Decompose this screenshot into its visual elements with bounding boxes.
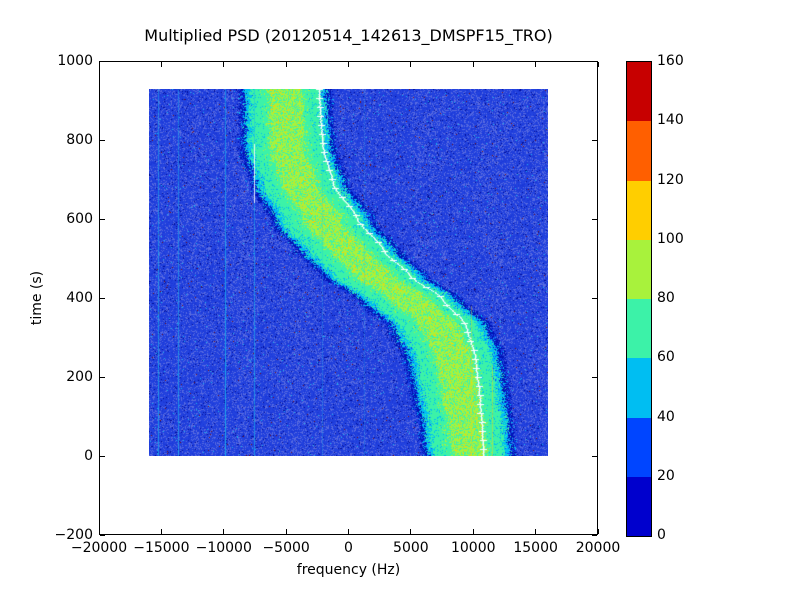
y-tick (100, 60, 105, 62)
colorbar-segment (627, 239, 651, 299)
colorbar-tick-label: 40 (657, 408, 675, 425)
colorbar-segment (627, 121, 651, 181)
x-tick-label: 0 (344, 540, 353, 556)
x-tick-label: −10000 (195, 540, 252, 556)
y-tick (592, 139, 597, 141)
x-tick-label: 10000 (450, 540, 496, 556)
x-tick-label: −5000 (262, 540, 310, 556)
colorbar-tick-label: 60 (657, 349, 675, 366)
chart-title: Multiplied PSD (20120514_142613_DMSPF15_… (144, 26, 553, 45)
x-tick (597, 529, 599, 534)
colorbar-segment (627, 62, 651, 122)
y-tick (592, 297, 597, 299)
x-tick-label: −15000 (133, 540, 190, 556)
colorbar-segment (627, 417, 651, 477)
y-tick (100, 455, 105, 457)
y-tick-label: 600 (66, 211, 93, 227)
y-tick-label: 400 (66, 290, 93, 306)
y-tick (592, 218, 597, 220)
y-tick (592, 376, 597, 378)
x-tick-label: 15000 (513, 540, 558, 556)
x-tick (535, 529, 537, 534)
x-tick (160, 62, 162, 67)
y-tick (100, 139, 105, 141)
x-tick (223, 62, 225, 67)
colorbar-tick-label: 140 (657, 112, 684, 129)
y-axis-label: time (s) (29, 270, 45, 326)
y-tick-label: 800 (66, 132, 93, 148)
y-tick-label: 0 (84, 448, 93, 464)
y-tick (100, 297, 105, 299)
colorbar-tick-label: 20 (657, 467, 675, 484)
x-tick (348, 529, 349, 534)
colorbar-segment (627, 358, 651, 418)
x-tick-label: −20000 (70, 540, 128, 556)
plot-axes-border (99, 61, 598, 535)
y-tick-label: 200 (66, 369, 93, 385)
colorbar (626, 61, 652, 537)
x-tick (98, 529, 100, 534)
y-tick (592, 534, 597, 536)
colorbar-tick-label: 120 (657, 171, 684, 188)
x-tick-label: 5000 (393, 540, 429, 556)
x-tick (348, 62, 349, 67)
colorbar-tick-label: 100 (657, 230, 684, 247)
colorbar-tick-label: 0 (657, 527, 666, 543)
y-tick (592, 455, 597, 457)
y-tick-label: −200 (54, 527, 93, 543)
x-tick (285, 529, 287, 534)
x-tick (597, 62, 599, 67)
colorbar-tick-label: 80 (657, 290, 675, 306)
colorbar-segment (627, 476, 651, 536)
y-tick (100, 376, 105, 378)
x-tick (410, 529, 412, 534)
x-tick (223, 529, 225, 534)
colorbar-segment (627, 299, 651, 359)
x-axis-label: frequency (Hz) (296, 562, 401, 578)
colorbar-segment (627, 180, 651, 240)
y-tick-label: 1000 (57, 53, 93, 69)
x-tick-label: 20000 (575, 540, 621, 556)
x-tick (472, 62, 474, 67)
y-tick (592, 60, 597, 62)
x-tick (410, 62, 412, 67)
x-tick (160, 529, 162, 534)
x-tick (285, 62, 287, 67)
y-tick (100, 218, 105, 220)
x-tick (472, 529, 474, 534)
x-tick (98, 62, 100, 67)
colorbar-tick-label: 160 (657, 53, 684, 69)
y-tick (100, 534, 105, 536)
x-tick (535, 62, 537, 67)
psd-heatmap-image (149, 89, 548, 456)
